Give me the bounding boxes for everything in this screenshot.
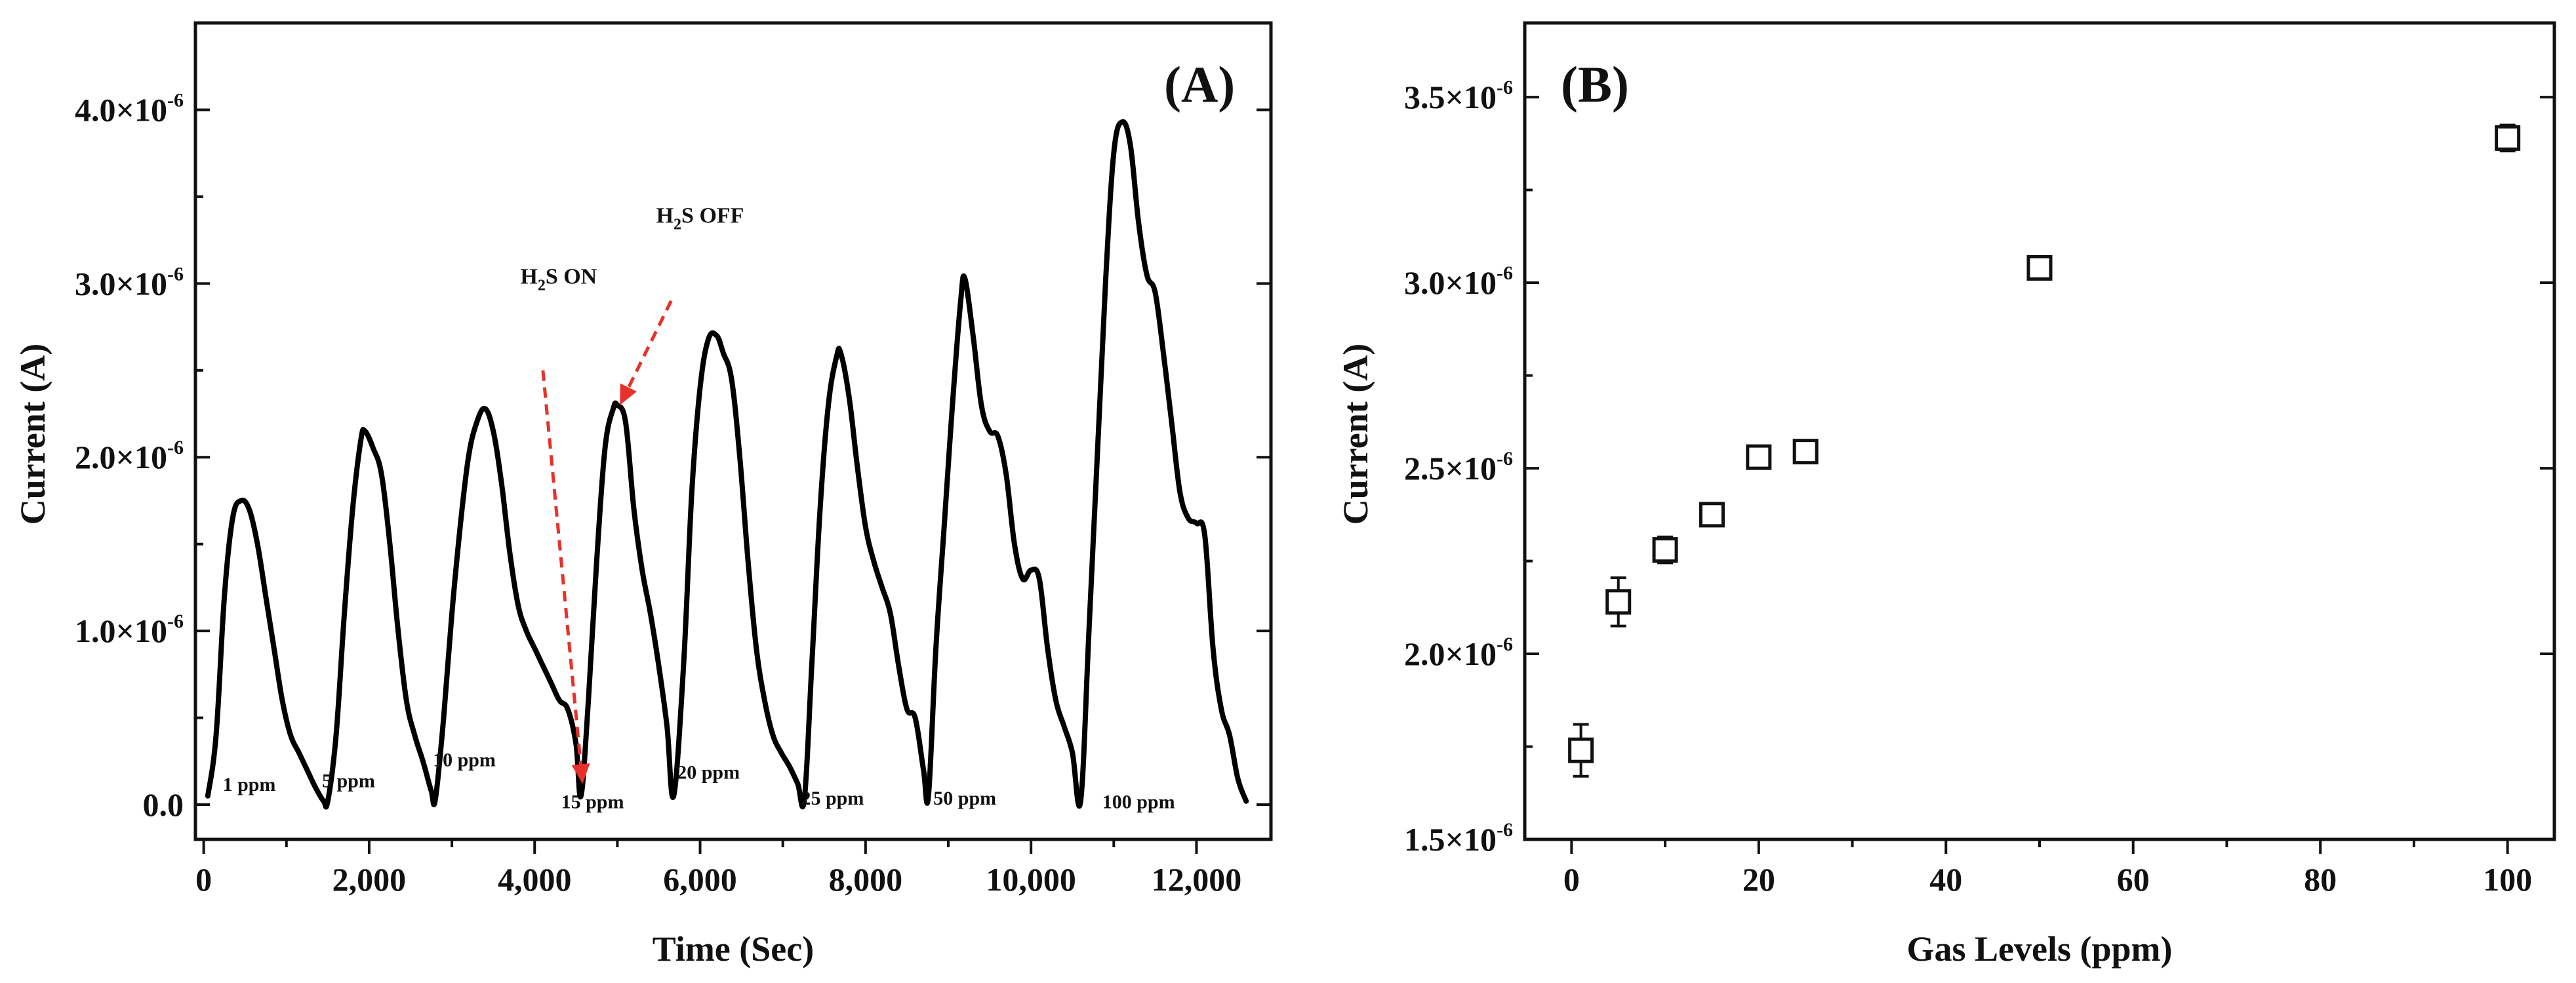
a-y-tick-label: 0.0	[143, 786, 184, 823]
panel-b: 1.5×10-6 2.0×10-6 2.5×10-6 3.0×10-6 3.5×10-6…	[1336, 21, 2556, 969]
a-y-tick-label: 2.0×10-6	[75, 437, 184, 475]
panel-a-y-axis-title: Current (A)	[13, 344, 52, 525]
b-x-tick-label: 40	[1929, 861, 1962, 898]
panel-b-x-axis-title: Gas Levels (ppm)	[1907, 929, 2173, 969]
panel-b-y-ticks: 1.5×10-6 2.0×10-6 2.5×10-6 3.0×10-6 3.5×10-6	[1404, 77, 2554, 858]
panel-b-data-points	[1568, 123, 2521, 778]
square-marker	[1746, 444, 1772, 470]
a-x-tick-label: 2,000	[332, 861, 407, 898]
b-x-tick-label: 100	[2483, 861, 2532, 898]
square-marker	[1605, 589, 1632, 615]
panel-b-label: (B)	[1561, 56, 1629, 113]
a-x-tick-label: 6,000	[663, 861, 737, 898]
panel-a-y-ticks: 0.0 1.0×10-6 2.0×10-6 3.0×10-6 4.0×10-6	[75, 89, 1271, 823]
concentration-label: 10 ppm	[433, 750, 496, 771]
data-point	[1568, 723, 1594, 778]
a-x-tick-label: 12,000	[1152, 861, 1242, 898]
annotation-arrow-line	[541, 370, 583, 765]
a-y-tick-label: 4.0×10-6	[75, 89, 184, 128]
concentration-label: 1 ppm	[223, 774, 276, 795]
b-x-tick-label: 20	[1742, 861, 1775, 898]
panel-a-x-axis-title: Time (Sec)	[653, 929, 814, 969]
data-point	[1746, 444, 1772, 470]
a-x-tick-label: 4,000	[498, 861, 572, 898]
data-point	[1699, 502, 1725, 528]
annotation-label: H2S OFF	[656, 204, 744, 233]
data-point	[1792, 439, 1819, 465]
concentration-label: 100 ppm	[1102, 791, 1175, 812]
panel-a-plot-frame	[193, 21, 1273, 841]
data-point	[1652, 535, 1678, 565]
concentration-label: 15 ppm	[561, 791, 624, 812]
b-y-tick-label: 3.5×10-6	[1404, 77, 1513, 115]
square-marker	[1699, 502, 1725, 528]
concentration-label: 50 ppm	[933, 788, 996, 809]
panel-b-x-ticks: 0 20 40 60 80 100	[1563, 839, 2532, 898]
a-x-tick-label: 0	[195, 861, 212, 898]
panel-a-annotations: H2S ON H2S OFF	[520, 204, 744, 784]
panel-a: 0.0 1.0×10-6 2.0×10-6 3.0×10-6 4.0×10-6 0 2,0…	[13, 21, 1273, 969]
b-y-tick-label: 2.5×10-6	[1404, 448, 1513, 487]
concentration-label: 5 ppm	[322, 771, 375, 792]
panel-a-x-ticks: 0 2,000 4,000 6,000 8,000 10,000 12,000	[195, 839, 1241, 898]
data-point	[2495, 123, 2521, 153]
data-point	[2026, 255, 2053, 281]
square-marker	[1568, 737, 1594, 763]
annotation-arrow-line	[627, 300, 673, 388]
concentration-label: 20 ppm	[677, 761, 740, 783]
b-x-tick-label: 60	[2117, 861, 2150, 898]
b-y-tick-label: 1.5×10-6	[1404, 819, 1513, 858]
annotation-label: H2S ON	[520, 264, 597, 294]
square-marker	[2495, 125, 2521, 151]
annotation-arrow-head	[620, 383, 637, 405]
b-x-tick-label: 80	[2304, 861, 2337, 898]
annotation-arrow-head	[571, 763, 590, 784]
a-x-tick-label: 8,000	[829, 861, 903, 898]
panel-a-concentration-labels: 1 ppm 5 ppm 10 ppm 15 ppm 20 ppm 25 ppm 50 ppm…	[223, 750, 1175, 813]
concentration-label: 25 ppm	[801, 788, 864, 809]
b-y-tick-label: 3.0×10-6	[1404, 262, 1513, 301]
square-marker	[1652, 537, 1678, 563]
panel-b-y-axis-title: Current (A)	[1336, 344, 1375, 525]
b-y-tick-label: 2.0×10-6	[1404, 633, 1513, 672]
square-marker	[1792, 439, 1819, 465]
square-marker	[2026, 255, 2053, 281]
a-y-tick-label: 3.0×10-6	[75, 263, 184, 302]
panel-a-current-curve	[205, 119, 1249, 810]
panel-a-label: (A)	[1164, 56, 1235, 113]
a-y-tick-label: 1.0×10-6	[75, 611, 184, 649]
b-x-tick-label: 0	[1563, 861, 1580, 898]
panel-b-plot-frame	[1523, 21, 2556, 841]
data-point	[1605, 576, 1632, 628]
a-x-tick-label: 10,000	[986, 861, 1076, 898]
